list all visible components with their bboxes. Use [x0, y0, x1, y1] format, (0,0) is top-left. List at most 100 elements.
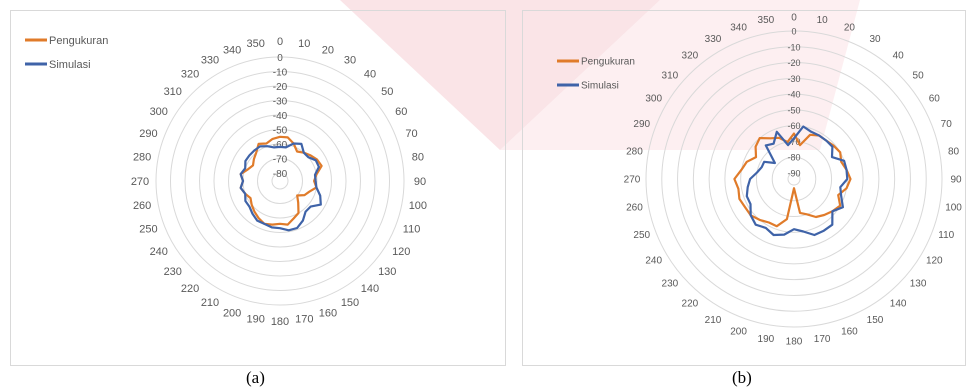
radial-tick-label: -80 [787, 153, 800, 163]
angle-tick-label: 330 [201, 55, 219, 67]
angle-tick-label: 190 [758, 334, 775, 345]
angle-tick-label: 320 [682, 50, 699, 61]
angle-tick-label: 260 [626, 203, 643, 214]
angle-tick-label: 130 [378, 266, 396, 278]
angle-tick-label: 50 [913, 70, 925, 81]
angle-tick-label: 310 [662, 70, 679, 81]
radial-tick-label: -60 [787, 121, 800, 131]
angle-tick-label: 0 [791, 13, 797, 24]
angle-tick-label: 90 [950, 175, 962, 186]
angle-tick-label: 190 [247, 314, 265, 326]
grid-ring [755, 140, 833, 218]
angle-tick-label: 160 [841, 327, 858, 338]
angle-tick-label: 340 [730, 22, 747, 33]
angle-tick-label: 60 [395, 106, 407, 118]
series-line-simulasi [745, 125, 849, 237]
angle-tick-label: 180 [271, 316, 289, 328]
angle-tick-label: 210 [705, 315, 722, 326]
angle-tick-label: 120 [926, 256, 943, 267]
angle-tick-label: 20 [322, 44, 334, 56]
angle-tick-label: 280 [133, 152, 151, 164]
radar-chart-b: 0 -10 -20 -30 -40 -50 -60 -70 -80 -90 0 10 20 30 40 50 6… [557, 13, 962, 348]
angle-tick-label: 160 [319, 307, 337, 319]
angle-tick-label: 340 [223, 44, 241, 56]
radial-tick-label: -30 [273, 96, 288, 107]
series-line-simulasi [239, 142, 322, 232]
grid-ring [645, 30, 943, 328]
radial-tick-label: -70 [273, 154, 288, 165]
angle-tick-label: 260 [133, 200, 151, 212]
angle-tick-label: 270 [131, 176, 149, 188]
angle-tick-label: 330 [705, 34, 722, 45]
angle-tick-label: 300 [645, 94, 662, 105]
angle-tick-label: 20 [844, 22, 856, 33]
radial-tick-label: 0 [791, 27, 796, 37]
caption-a: (a) [246, 368, 265, 387]
angle-tick-label: 30 [869, 34, 881, 45]
legend-label-simulasi: Simulasi [49, 59, 91, 71]
grid-ring [677, 62, 911, 296]
angle-tick-label: 200 [223, 307, 241, 319]
angle-tick-label: 220 [181, 283, 199, 295]
angle-tick-label: 270 [624, 175, 641, 186]
angle-tick-label: 210 [201, 297, 219, 309]
grid-ring [271, 172, 289, 190]
angle-tick-label: 180 [786, 337, 803, 348]
angle-tick-label: 280 [626, 146, 643, 157]
angle-tick-label: 70 [941, 119, 953, 130]
grid-ring [170, 71, 390, 291]
grid-ring [708, 93, 880, 265]
angle-tick-label: 80 [412, 152, 424, 164]
angle-tick-label: 250 [139, 224, 157, 236]
angle-tick-label: 60 [929, 94, 941, 105]
angle-tick-label: 90 [414, 176, 426, 188]
grid-ring [228, 129, 332, 233]
angle-tick-label: 220 [682, 299, 699, 310]
grid-ring [661, 46, 927, 312]
angle-tick-label: 140 [361, 283, 379, 295]
chart-panel-b: 0 -10 -20 -30 -40 -50 -60 -70 -80 -90 0 10 20 30 40 50 6… [522, 10, 966, 366]
angle-tick-label: 320 [181, 69, 199, 81]
radial-tick-label: -90 [787, 169, 800, 179]
angle-tick-label: 130 [910, 279, 927, 290]
chart-panel-a: 0 -10 -20 -30 -40 -50 -60 -70 -80 0 10 20 30 40 50 60 70… [10, 10, 506, 366]
angle-tick-label: 70 [405, 128, 417, 140]
angle-tick-label: 100 [945, 203, 962, 214]
radial-tick-label: -50 [787, 105, 800, 115]
series-line-pengukuran [239, 135, 323, 226]
grid-ring [184, 85, 376, 277]
angle-tick-label: 0 [277, 36, 283, 48]
radial-tick-label: -60 [273, 140, 288, 151]
angle-tick-label: 170 [295, 314, 313, 326]
grid-ring [213, 114, 347, 248]
radial-tick-label: -70 [787, 137, 800, 147]
angle-tick-label: 230 [164, 266, 182, 278]
angle-tick-label: 290 [139, 128, 157, 140]
grid-ring [787, 172, 801, 186]
angle-tick-label: 300 [150, 106, 168, 118]
angle-tick-label: 290 [633, 119, 650, 130]
angle-tick-label: 150 [341, 297, 359, 309]
angle-tick-label: 350 [247, 38, 265, 50]
angle-tick-label: 140 [890, 299, 907, 310]
angle-tick-label: 120 [392, 246, 410, 258]
angle-tick-label: 170 [814, 334, 831, 345]
angle-tick-label: 100 [409, 200, 427, 212]
angle-tick-label: 40 [893, 50, 905, 61]
series-line-pengukuran [733, 132, 852, 228]
angle-tick-label: 240 [645, 256, 662, 267]
angle-tick-label: 110 [938, 230, 954, 241]
angle-tick-label: 250 [633, 230, 650, 241]
radial-tick-label: -30 [787, 74, 800, 84]
grid-ring [155, 56, 405, 306]
radial-tick-label: -10 [273, 67, 288, 78]
angle-tick-label: 10 [298, 38, 310, 50]
radial-tick-label: -10 [787, 42, 800, 52]
angle-tick-label: 40 [364, 69, 376, 81]
grid-ring [199, 100, 361, 262]
angle-tick-label: 350 [758, 15, 775, 26]
angle-tick-label: 310 [164, 86, 182, 98]
grid-ring [257, 158, 303, 204]
radial-tick-label: 0 [277, 53, 283, 64]
